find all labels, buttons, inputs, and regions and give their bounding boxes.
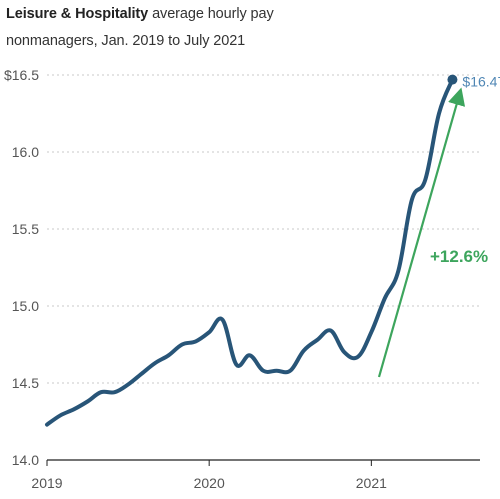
chart-title-rest: average hourly pay (152, 6, 274, 22)
chart-title-bold: Leisure & Hospitality (6, 6, 149, 22)
y-tick-label: 15.5 (12, 221, 39, 237)
series-line (45, 77, 455, 427)
x-tick-label: 2021 (356, 475, 387, 491)
y-tick-label: $16.5 (4, 67, 39, 83)
y-tick-label: 14.0 (12, 452, 39, 468)
change-label: +12.6% (430, 247, 488, 266)
x-tick-label: 2019 (31, 475, 62, 491)
chart-title: Leisure & Hospitality average hourly pay (6, 6, 274, 22)
y-tick-label: 15.0 (12, 298, 39, 314)
y-tick-label: 14.5 (12, 375, 39, 391)
y-tick-label: 16.0 (12, 144, 39, 160)
chart-subtitle: nonmanagers, Jan. 2019 to July 2021 (6, 33, 246, 49)
x-tick-label: 2020 (194, 475, 225, 491)
end-value-label: $16.47 (462, 74, 500, 90)
series-end-point (447, 74, 458, 85)
increase-arrow (377, 87, 466, 378)
